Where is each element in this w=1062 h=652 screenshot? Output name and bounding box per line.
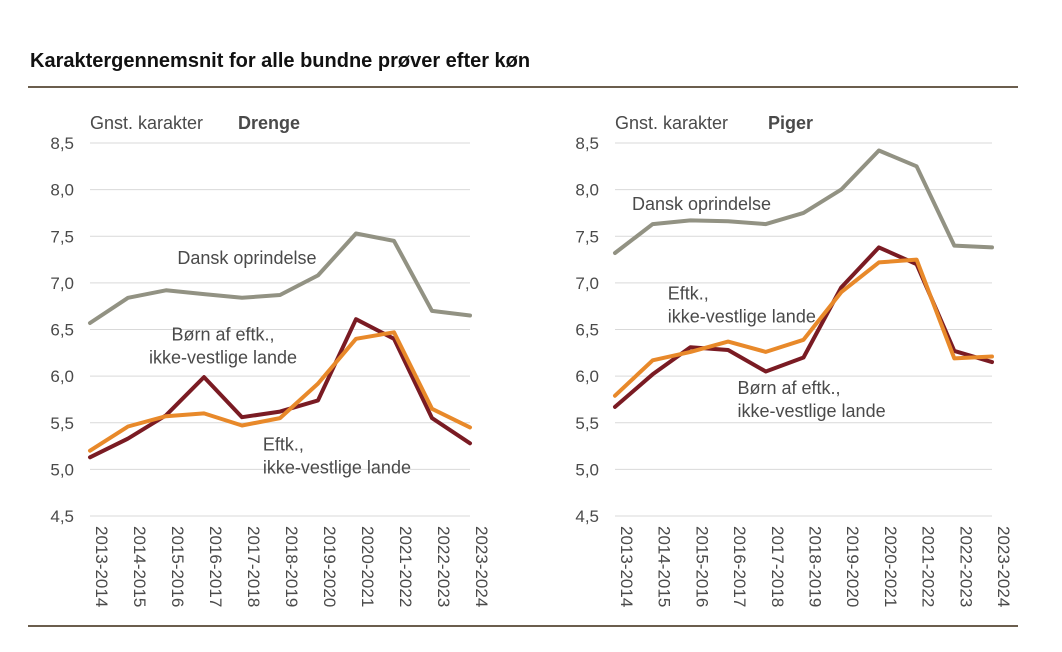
series-annotation: Dansk oprindelse bbox=[632, 194, 771, 214]
y-tick-label: 8,0 bbox=[50, 181, 74, 200]
series-line-born bbox=[88, 317, 472, 460]
y-tick-label: 4,5 bbox=[50, 507, 74, 526]
y-tick-label: 5,5 bbox=[575, 414, 599, 433]
series-annotation: ikke-vestlige lande bbox=[738, 401, 886, 421]
series-annotation: Eftk., bbox=[668, 284, 709, 304]
series-line-dansk bbox=[613, 148, 994, 255]
y-tick-label: 5,0 bbox=[575, 460, 599, 479]
series-line-dansk bbox=[88, 231, 472, 325]
x-tick-label: 2021-2022 bbox=[396, 526, 415, 607]
y-tick-label: 6,0 bbox=[575, 367, 599, 386]
x-tick-label: 2023-2024 bbox=[472, 526, 491, 607]
series-annotation: ikke-vestlige lande bbox=[668, 307, 816, 327]
drenge-chart-panel: 4,5 5,0 5,5 6,0 6,5 7,0 7,5 8,0 8,5 Gnst. karakte… bbox=[50, 113, 491, 607]
series-annotation: ikke-vestlige lande bbox=[263, 458, 411, 478]
x-tick-label: 2015-2016 bbox=[692, 526, 711, 607]
y-axis-label: Gnst. karakter bbox=[615, 113, 728, 133]
y-axis-label: Gnst. karakter bbox=[90, 113, 203, 133]
x-tick-label: 2020-2021 bbox=[358, 526, 377, 607]
series-annotation: Børn af eftk., bbox=[738, 378, 841, 398]
x-tick-label: 2017-2018 bbox=[768, 526, 787, 607]
x-tick-label: 2014-2015 bbox=[130, 526, 149, 607]
y-tick-label: 4,5 bbox=[575, 507, 599, 526]
x-tick-label: 2016-2017 bbox=[206, 526, 225, 607]
x-tick-label: 2015-2016 bbox=[168, 526, 187, 607]
x-tick-label: 2014-2015 bbox=[655, 526, 674, 607]
series-line-eftk bbox=[613, 257, 994, 398]
x-tick-label: 2022-2023 bbox=[956, 526, 975, 607]
x-tick-label: 2021-2022 bbox=[919, 526, 938, 607]
y-tick-label: 7,0 bbox=[575, 274, 599, 293]
y-tick-label: 6,5 bbox=[50, 321, 74, 340]
y-tick-label: 7,0 bbox=[50, 274, 74, 293]
x-tick-label: 2022-2023 bbox=[434, 526, 453, 607]
y-tick-label: 5,5 bbox=[50, 414, 74, 433]
series-annotation: Børn af eftk., bbox=[171, 325, 274, 345]
x-tick-label: 2018-2019 bbox=[806, 526, 825, 607]
top-rule bbox=[28, 86, 1018, 88]
x-tick-label: 2018-2019 bbox=[282, 526, 301, 607]
x-tick-label: 2016-2017 bbox=[730, 526, 749, 607]
y-tick-label: 8,0 bbox=[575, 181, 599, 200]
chart-title: Drenge bbox=[238, 113, 300, 133]
y-tick-label: 7,5 bbox=[50, 227, 74, 246]
y-tick-label: 6,0 bbox=[50, 367, 74, 386]
series-annotation: ikke-vestlige lande bbox=[149, 348, 297, 368]
series-line-eftk bbox=[88, 330, 472, 453]
x-tick-label: 2019-2020 bbox=[843, 526, 862, 607]
x-tick-label: 2017-2018 bbox=[244, 526, 263, 607]
page-title: Karaktergennemsnit for alle bundne prøve… bbox=[30, 50, 531, 72]
y-tick-label: 6,5 bbox=[575, 321, 599, 340]
piger-chart-panel: 4,5 5,0 5,5 6,0 6,5 7,0 7,5 8,0 8,5 Gnst. karakte… bbox=[575, 113, 1013, 607]
series-annotation: Eftk., bbox=[263, 435, 304, 455]
x-tick-label: 2023-2024 bbox=[994, 526, 1013, 607]
bottom-rule bbox=[28, 625, 1018, 627]
x-tick-label: 2020-2021 bbox=[881, 526, 900, 607]
y-tick-label: 7,5 bbox=[575, 227, 599, 246]
x-tick-label: 2013-2014 bbox=[92, 526, 111, 607]
y-tick-label: 8,5 bbox=[50, 134, 74, 153]
y-tick-label: 5,0 bbox=[50, 460, 74, 479]
series-annotation: Dansk oprindelse bbox=[177, 248, 316, 268]
y-tick-label: 8,5 bbox=[575, 134, 599, 153]
x-tick-label: 2013-2014 bbox=[617, 526, 636, 607]
x-tick-label: 2019-2020 bbox=[320, 526, 339, 607]
chart-title: Piger bbox=[768, 113, 813, 133]
